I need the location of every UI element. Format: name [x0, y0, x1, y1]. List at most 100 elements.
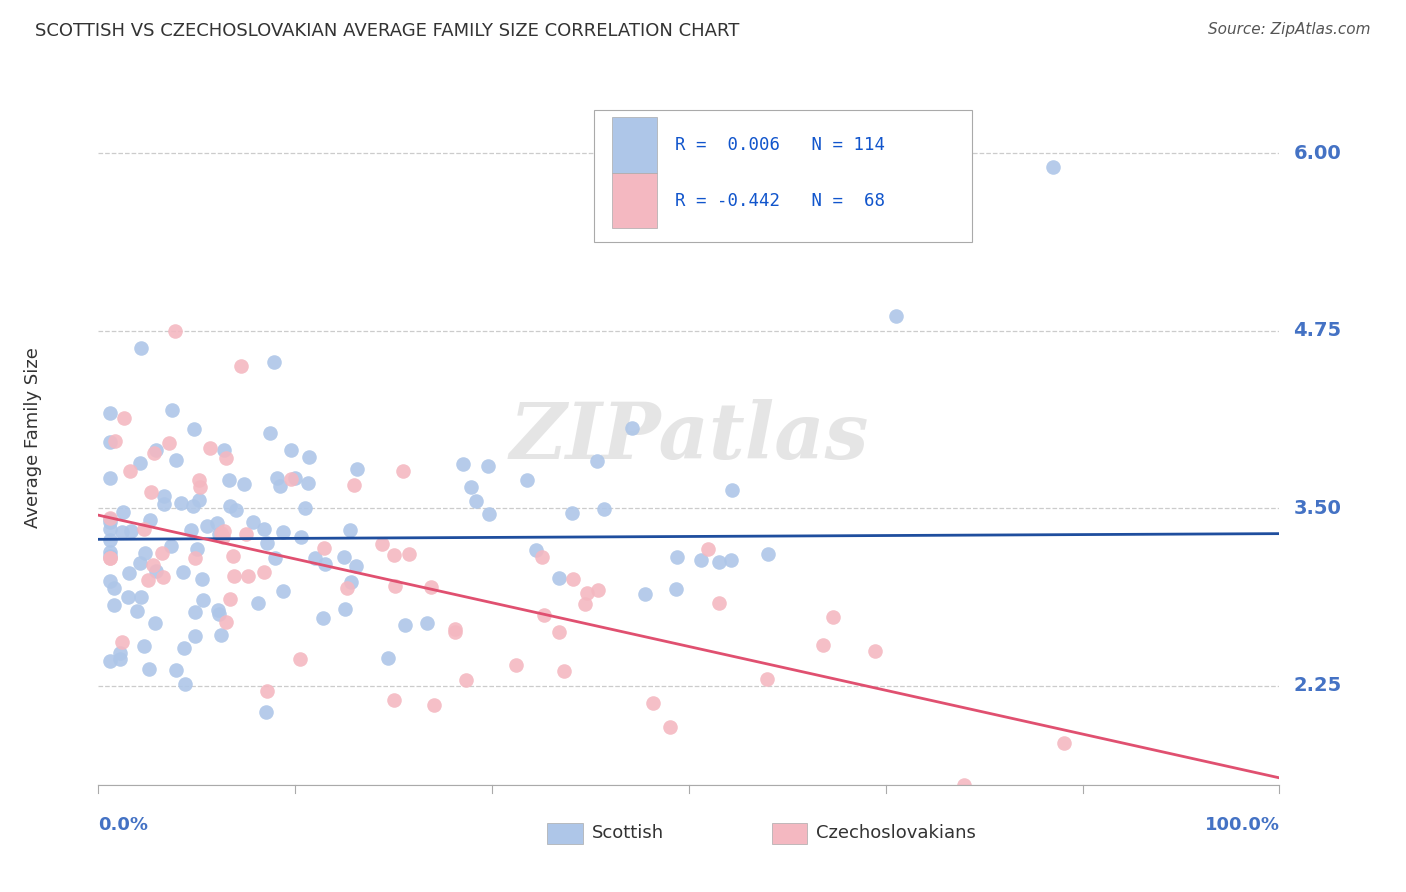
Point	[98, 549, 121, 563]
Point	[515, 473, 537, 487]
Point	[953, 778, 976, 792]
Point	[593, 502, 616, 516]
Point	[184, 629, 207, 643]
Point	[505, 657, 527, 672]
Point	[460, 480, 482, 494]
Point	[160, 539, 183, 553]
Point	[659, 720, 682, 734]
Point	[120, 524, 142, 538]
Point	[143, 445, 166, 459]
Point	[256, 684, 278, 698]
Point	[377, 651, 399, 665]
Point	[547, 571, 569, 585]
Point	[416, 616, 439, 631]
Point	[574, 597, 596, 611]
Point	[222, 549, 245, 564]
Point	[530, 550, 553, 565]
Point	[103, 581, 125, 595]
Point	[884, 310, 907, 324]
Point	[104, 434, 127, 448]
FancyBboxPatch shape	[612, 117, 657, 173]
FancyBboxPatch shape	[547, 822, 582, 844]
Point	[444, 622, 467, 636]
Point	[209, 526, 232, 541]
Point	[98, 533, 121, 547]
Point	[172, 566, 194, 580]
Point	[664, 582, 686, 596]
Point	[117, 566, 139, 580]
Point	[134, 546, 156, 560]
Point	[209, 628, 232, 642]
Point	[111, 505, 134, 519]
Point	[215, 451, 238, 466]
Point	[264, 551, 287, 566]
Point	[865, 644, 887, 658]
Point	[219, 591, 242, 606]
Point	[294, 500, 316, 515]
Point	[641, 696, 664, 710]
Text: 6.00: 6.00	[1294, 144, 1341, 162]
Point	[98, 550, 121, 565]
Point	[150, 546, 173, 560]
Point	[212, 524, 235, 538]
Point	[690, 553, 713, 567]
Text: Scottish: Scottish	[592, 824, 664, 842]
Point	[576, 586, 599, 600]
Point	[553, 664, 575, 678]
Point	[108, 652, 131, 666]
Point	[284, 471, 307, 485]
Point	[524, 542, 547, 557]
Point	[821, 610, 844, 624]
Point	[162, 402, 184, 417]
Point	[339, 523, 361, 537]
Text: SCOTTISH VS CZECHOSLOVAKIAN AVERAGE FAMILY SIZE CORRELATION CHART: SCOTTISH VS CZECHOSLOVAKIAN AVERAGE FAMI…	[35, 22, 740, 40]
Point	[183, 551, 205, 566]
Text: 4.75: 4.75	[1294, 321, 1341, 340]
Point	[218, 499, 240, 513]
Point	[98, 515, 121, 529]
Point	[218, 473, 240, 487]
Point	[1053, 736, 1076, 750]
Point	[207, 603, 229, 617]
Point	[697, 542, 720, 557]
Point	[634, 587, 657, 601]
FancyBboxPatch shape	[612, 173, 657, 228]
Point	[152, 570, 174, 584]
Point	[811, 639, 834, 653]
Point	[312, 611, 335, 625]
Point	[335, 601, 357, 615]
Point	[138, 513, 160, 527]
Point	[111, 525, 134, 540]
Point	[173, 640, 195, 655]
Point	[247, 596, 270, 610]
Point	[253, 566, 276, 580]
Point	[98, 512, 121, 526]
Text: Czechoslovakians: Czechoslovakians	[817, 824, 976, 842]
Point	[253, 522, 276, 536]
Point	[382, 549, 405, 563]
Point	[187, 492, 209, 507]
Point	[271, 583, 294, 598]
Point	[165, 663, 187, 677]
Point	[98, 654, 121, 668]
Point	[98, 522, 121, 536]
Point	[280, 472, 302, 486]
Point	[242, 515, 264, 529]
Text: Average Family Size: Average Family Size	[24, 347, 42, 527]
Point	[477, 459, 499, 474]
Point	[132, 640, 155, 654]
Point	[235, 526, 257, 541]
Point	[98, 544, 121, 558]
Point	[195, 519, 218, 533]
Text: 100.0%: 100.0%	[1205, 815, 1279, 833]
Point	[392, 464, 415, 478]
Point	[256, 536, 278, 550]
Point	[382, 693, 405, 707]
Point	[288, 652, 311, 666]
Point	[464, 493, 486, 508]
Point	[336, 581, 359, 595]
Point	[181, 500, 204, 514]
Point	[139, 485, 162, 500]
Point	[720, 483, 742, 497]
Point	[398, 547, 420, 561]
